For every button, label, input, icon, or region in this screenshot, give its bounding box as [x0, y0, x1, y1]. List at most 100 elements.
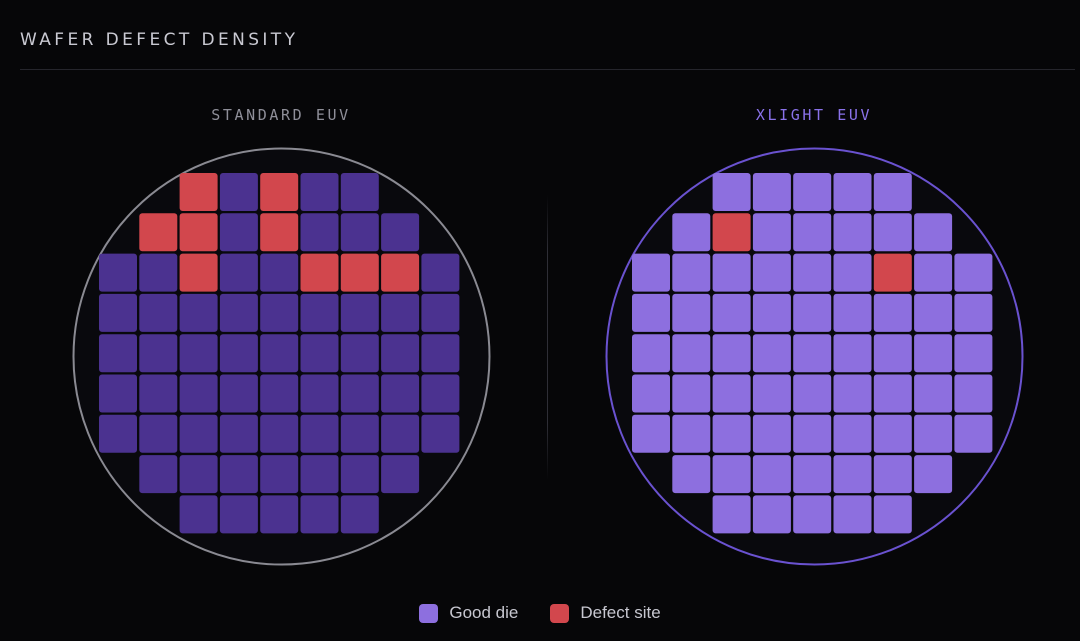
- good-die-xlight-euv-r3-c3: [752, 293, 791, 332]
- good-die-standard-euv-r6-c2: [179, 414, 218, 453]
- good-die-standard-euv-r3-c2: [179, 293, 218, 332]
- good-die-xlight-euv-r0-c4: [793, 173, 832, 211]
- good-die-xlight-euv-r7-c1: [672, 455, 711, 494]
- good-die-standard-euv-r8-c5: [300, 495, 339, 534]
- defect-die-standard-euv-r0-c2: [179, 173, 218, 211]
- good-die-standard-euv-r0-c3: [219, 173, 258, 211]
- good-die-xlight-euv-r5-c3: [752, 374, 791, 413]
- legend-label-good-die: Good die: [449, 603, 519, 622]
- good-die-xlight-euv-r2-c4: [793, 253, 832, 292]
- legend-label-defect-site: Defect site: [580, 603, 661, 622]
- good-die-xlight-euv-r6-c8: [954, 414, 993, 453]
- good-die-xlight-euv-r0-c2: [712, 173, 751, 211]
- good-die-standard-euv-r4-c4: [260, 334, 299, 373]
- legend-item-good-die: Good die: [419, 603, 518, 623]
- good-die-xlight-euv-r3-c1: [672, 293, 711, 332]
- defect-die-standard-euv-r2-c2: [179, 253, 218, 292]
- good-die-xlight-euv-r0-c3: [752, 173, 791, 211]
- good-die-standard-euv-r1-c7: [381, 213, 420, 252]
- defect-die-standard-euv-r2-c5: [300, 253, 339, 292]
- good-die-xlight-euv-r6-c1: [672, 414, 711, 453]
- legend: Good die Defect site: [0, 603, 1080, 623]
- legend-swatch-defect-site: [550, 603, 570, 623]
- good-die-standard-euv-r6-c5: [300, 414, 339, 453]
- good-die-xlight-euv-r7-c4: [793, 455, 832, 494]
- good-die-standard-euv-r7-c4: [260, 455, 299, 494]
- good-die-standard-euv-r5-c1: [139, 374, 178, 413]
- good-die-standard-euv-r5-c2: [179, 374, 218, 413]
- good-die-standard-euv-r8-c4: [260, 495, 299, 534]
- wafer-map-standard-euv: [72, 147, 491, 566]
- good-die-standard-euv-r7-c7: [381, 455, 420, 494]
- defect-die-xlight-euv-r2-c6: [873, 253, 912, 292]
- wafer-map-xlight-euv-svg: [605, 147, 1024, 566]
- good-die-standard-euv-r5-c3: [219, 374, 258, 413]
- good-die-xlight-euv-r0-c5: [833, 173, 872, 211]
- good-die-xlight-euv-r7-c5: [833, 455, 872, 494]
- good-die-xlight-euv-r1-c7: [914, 213, 953, 252]
- wafer-label-xlight-euv: XLIGHT EUV: [755, 106, 873, 124]
- good-die-xlight-euv-r2-c3: [752, 253, 791, 292]
- good-die-xlight-euv-r7-c6: [873, 455, 912, 494]
- good-die-standard-euv-r2-c3: [219, 253, 258, 292]
- wafer-divider: [547, 195, 548, 480]
- good-die-standard-euv-r8-c3: [219, 495, 258, 534]
- good-die-standard-euv-r1-c6: [340, 213, 379, 252]
- good-die-standard-euv-r7-c2: [179, 455, 218, 494]
- good-die-xlight-euv-r4-c7: [914, 334, 953, 373]
- good-die-xlight-euv-r2-c5: [833, 253, 872, 292]
- legend-item-defect-site: Defect site: [550, 603, 661, 623]
- defect-die-standard-euv-r1-c1: [139, 213, 178, 252]
- good-die-standard-euv-r4-c6: [340, 334, 379, 373]
- good-die-standard-euv-r3-c5: [300, 293, 339, 332]
- good-die-standard-euv-r0-c6: [340, 173, 379, 211]
- good-die-xlight-euv-r1-c3: [752, 213, 791, 252]
- defect-die-xlight-euv-r1-c2: [712, 213, 751, 252]
- good-die-standard-euv-r6-c1: [139, 414, 178, 453]
- good-die-xlight-euv-r3-c0: [632, 293, 670, 332]
- good-die-standard-euv-r3-c0: [99, 293, 137, 332]
- legend-swatch-good-die: [419, 603, 439, 623]
- good-die-standard-euv-r6-c6: [340, 414, 379, 453]
- good-die-xlight-euv-r6-c5: [833, 414, 872, 453]
- good-die-standard-euv-r2-c1: [139, 253, 178, 292]
- wafer-label-standard-euv: STANDARD EUV: [211, 106, 351, 124]
- good-die-standard-euv-r1-c5: [300, 213, 339, 252]
- good-die-xlight-euv-r6-c6: [873, 414, 912, 453]
- good-die-xlight-euv-r4-c3: [752, 334, 791, 373]
- good-die-standard-euv-r8-c6: [340, 495, 379, 534]
- good-die-xlight-euv-r6-c7: [914, 414, 953, 453]
- good-die-xlight-euv-r4-c8: [954, 334, 993, 373]
- defect-die-standard-euv-r1-c4: [260, 213, 299, 252]
- good-die-xlight-euv-r4-c6: [873, 334, 912, 373]
- good-die-standard-euv-r5-c0: [99, 374, 137, 413]
- good-die-xlight-euv-r4-c5: [833, 334, 872, 373]
- good-die-xlight-euv-r3-c4: [793, 293, 832, 332]
- good-die-standard-euv-r6-c8: [421, 414, 460, 453]
- good-die-standard-euv-r4-c8: [421, 334, 460, 373]
- good-die-xlight-euv-r8-c5: [833, 495, 872, 534]
- good-die-standard-euv-r6-c0: [99, 414, 137, 453]
- good-die-xlight-euv-r8-c2: [712, 495, 751, 534]
- defect-die-standard-euv-r2-c7: [381, 253, 420, 292]
- header-divider: [20, 69, 1075, 70]
- good-die-xlight-euv-r1-c1: [672, 213, 711, 252]
- good-die-xlight-euv-r5-c5: [833, 374, 872, 413]
- good-die-xlight-euv-r5-c6: [873, 374, 912, 413]
- good-die-standard-euv-r7-c3: [219, 455, 258, 494]
- good-die-xlight-euv-r7-c7: [914, 455, 953, 494]
- good-die-xlight-euv-r4-c0: [632, 334, 670, 373]
- good-die-standard-euv-r4-c0: [99, 334, 137, 373]
- good-die-xlight-euv-r2-c1: [672, 253, 711, 292]
- good-die-xlight-euv-r2-c2: [712, 253, 751, 292]
- good-die-xlight-euv-r3-c5: [833, 293, 872, 332]
- good-die-standard-euv-r0-c5: [300, 173, 339, 211]
- good-die-xlight-euv-r8-c6: [873, 495, 912, 534]
- good-die-xlight-euv-r7-c2: [712, 455, 751, 494]
- wafer-map-xlight-euv: [605, 147, 1024, 566]
- good-die-xlight-euv-r7-c3: [752, 455, 791, 494]
- good-die-standard-euv-r6-c3: [219, 414, 258, 453]
- good-die-standard-euv-r7-c5: [300, 455, 339, 494]
- good-die-xlight-euv-r6-c0: [632, 414, 670, 453]
- good-die-xlight-euv-r1-c6: [873, 213, 912, 252]
